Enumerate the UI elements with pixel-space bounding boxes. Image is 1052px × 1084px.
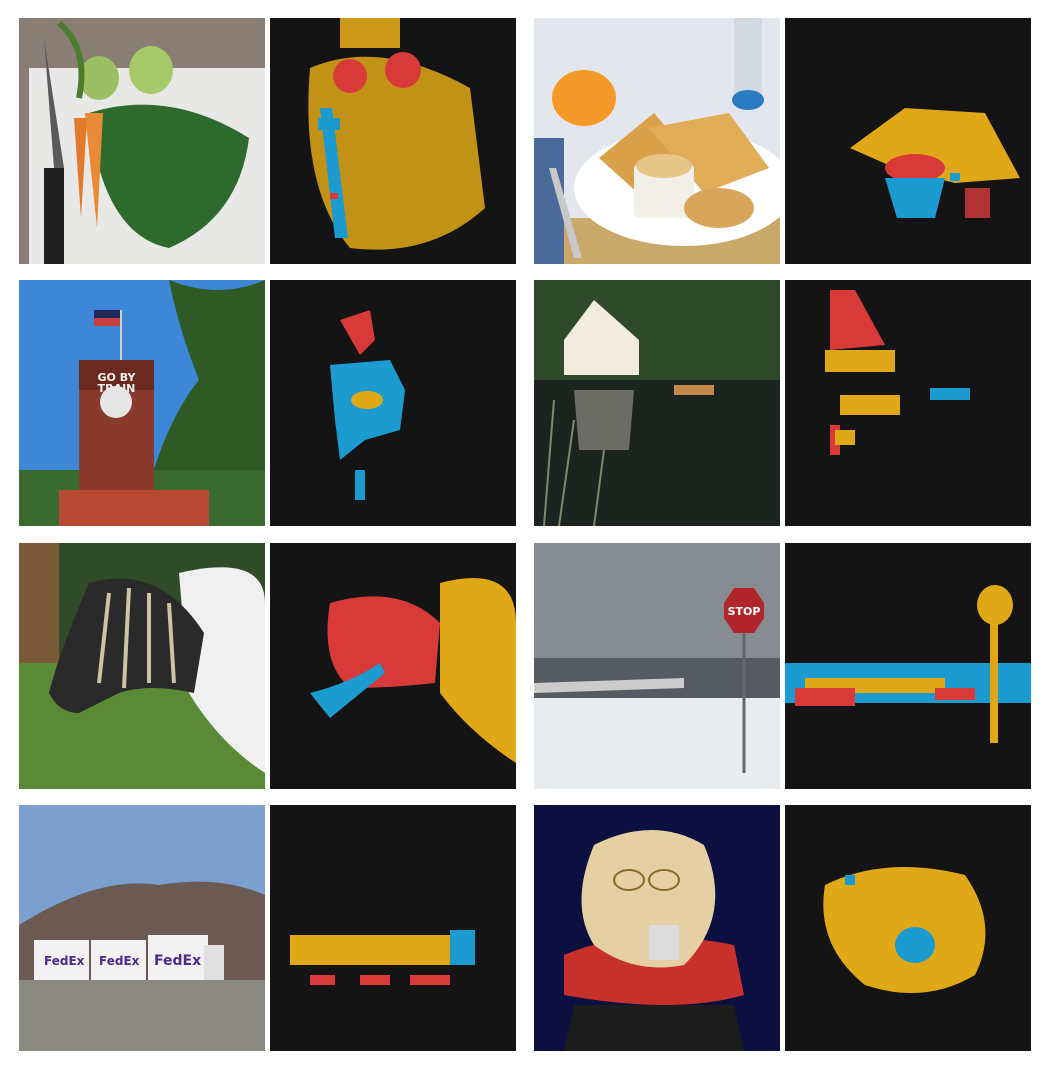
trailer3-label: FedEx <box>154 953 201 969</box>
photo-stop-sign: STOP <box>534 543 780 789</box>
photo-fedex-truck: FedEx FedEx FedEx <box>19 805 265 1051</box>
photo-zebra-horse <box>19 543 265 789</box>
heatmap-house-pond <box>785 280 1031 526</box>
photo-vegetables <box>19 18 265 264</box>
tower-sign-text-line1: GO BY <box>98 371 137 384</box>
photo-sandwich <box>534 18 780 264</box>
heatmap-zebra-horse <box>270 543 516 789</box>
photo-teddy-bear <box>534 805 780 1051</box>
heatmap-fedex-truck <box>270 805 516 1051</box>
heatmap-stop-sign <box>785 543 1031 789</box>
photo-house-pond <box>534 280 780 526</box>
trailer1-label: FedEx <box>44 954 85 968</box>
heatmap-clock-tower <box>270 280 516 526</box>
trailer2-label: FedEx <box>99 954 140 968</box>
heatmap-teddy-bear <box>785 805 1031 1051</box>
heatmap-vegetables <box>270 18 516 264</box>
photo-clock-tower: GO BY TRAIN <box>19 280 265 526</box>
heatmap-sandwich <box>785 18 1031 264</box>
stop-sign-text: STOP <box>728 605 761 618</box>
